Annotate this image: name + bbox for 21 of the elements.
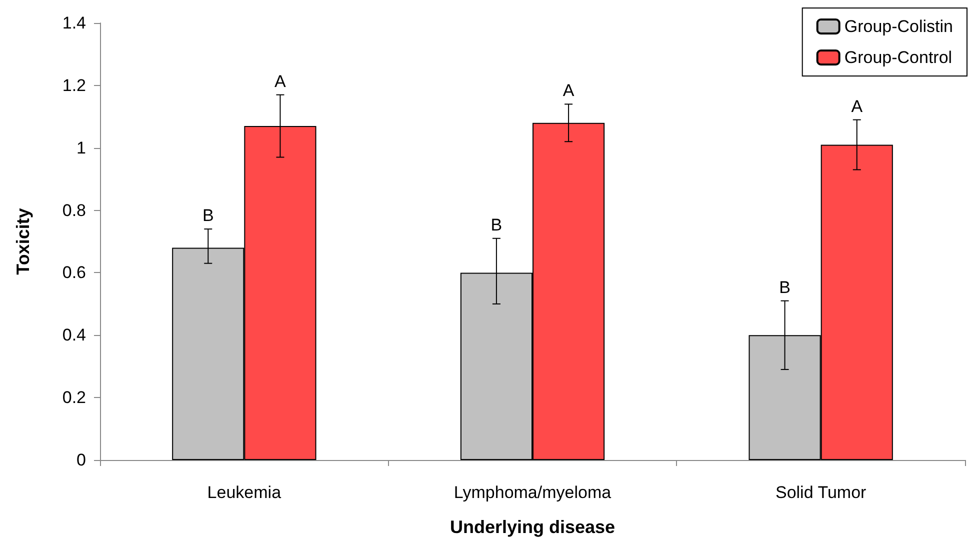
y-tick-label: 0 [76,450,86,470]
x-tick-label: Lymphoma/myeloma [454,483,612,502]
y-tick-label: 0.6 [62,263,86,282]
y-tick-label: 0.4 [62,326,86,345]
legend-label: Group-Control [844,48,952,67]
legend-label: Group-Colistin [844,17,954,36]
data-label: A [274,72,287,91]
data-label: B [490,215,502,234]
data-label: B [779,278,790,297]
y-tick-label: 1 [76,138,86,158]
data-label: A [562,81,575,100]
y-axis-title: Toxicity [13,208,33,275]
data-label: B [202,206,214,226]
y-tick-label: 1.4 [62,14,86,32]
data-label: A [851,96,864,116]
y-tick-label: 0.8 [62,200,86,220]
x-tick-label: Leukemia [207,483,282,502]
y-tick-label: 0.2 [62,388,86,408]
x-tick-label: Solid Tumor [775,483,867,502]
x-axis-title: Underlying disease [450,517,616,537]
y-tick-label: 1.2 [62,76,86,95]
